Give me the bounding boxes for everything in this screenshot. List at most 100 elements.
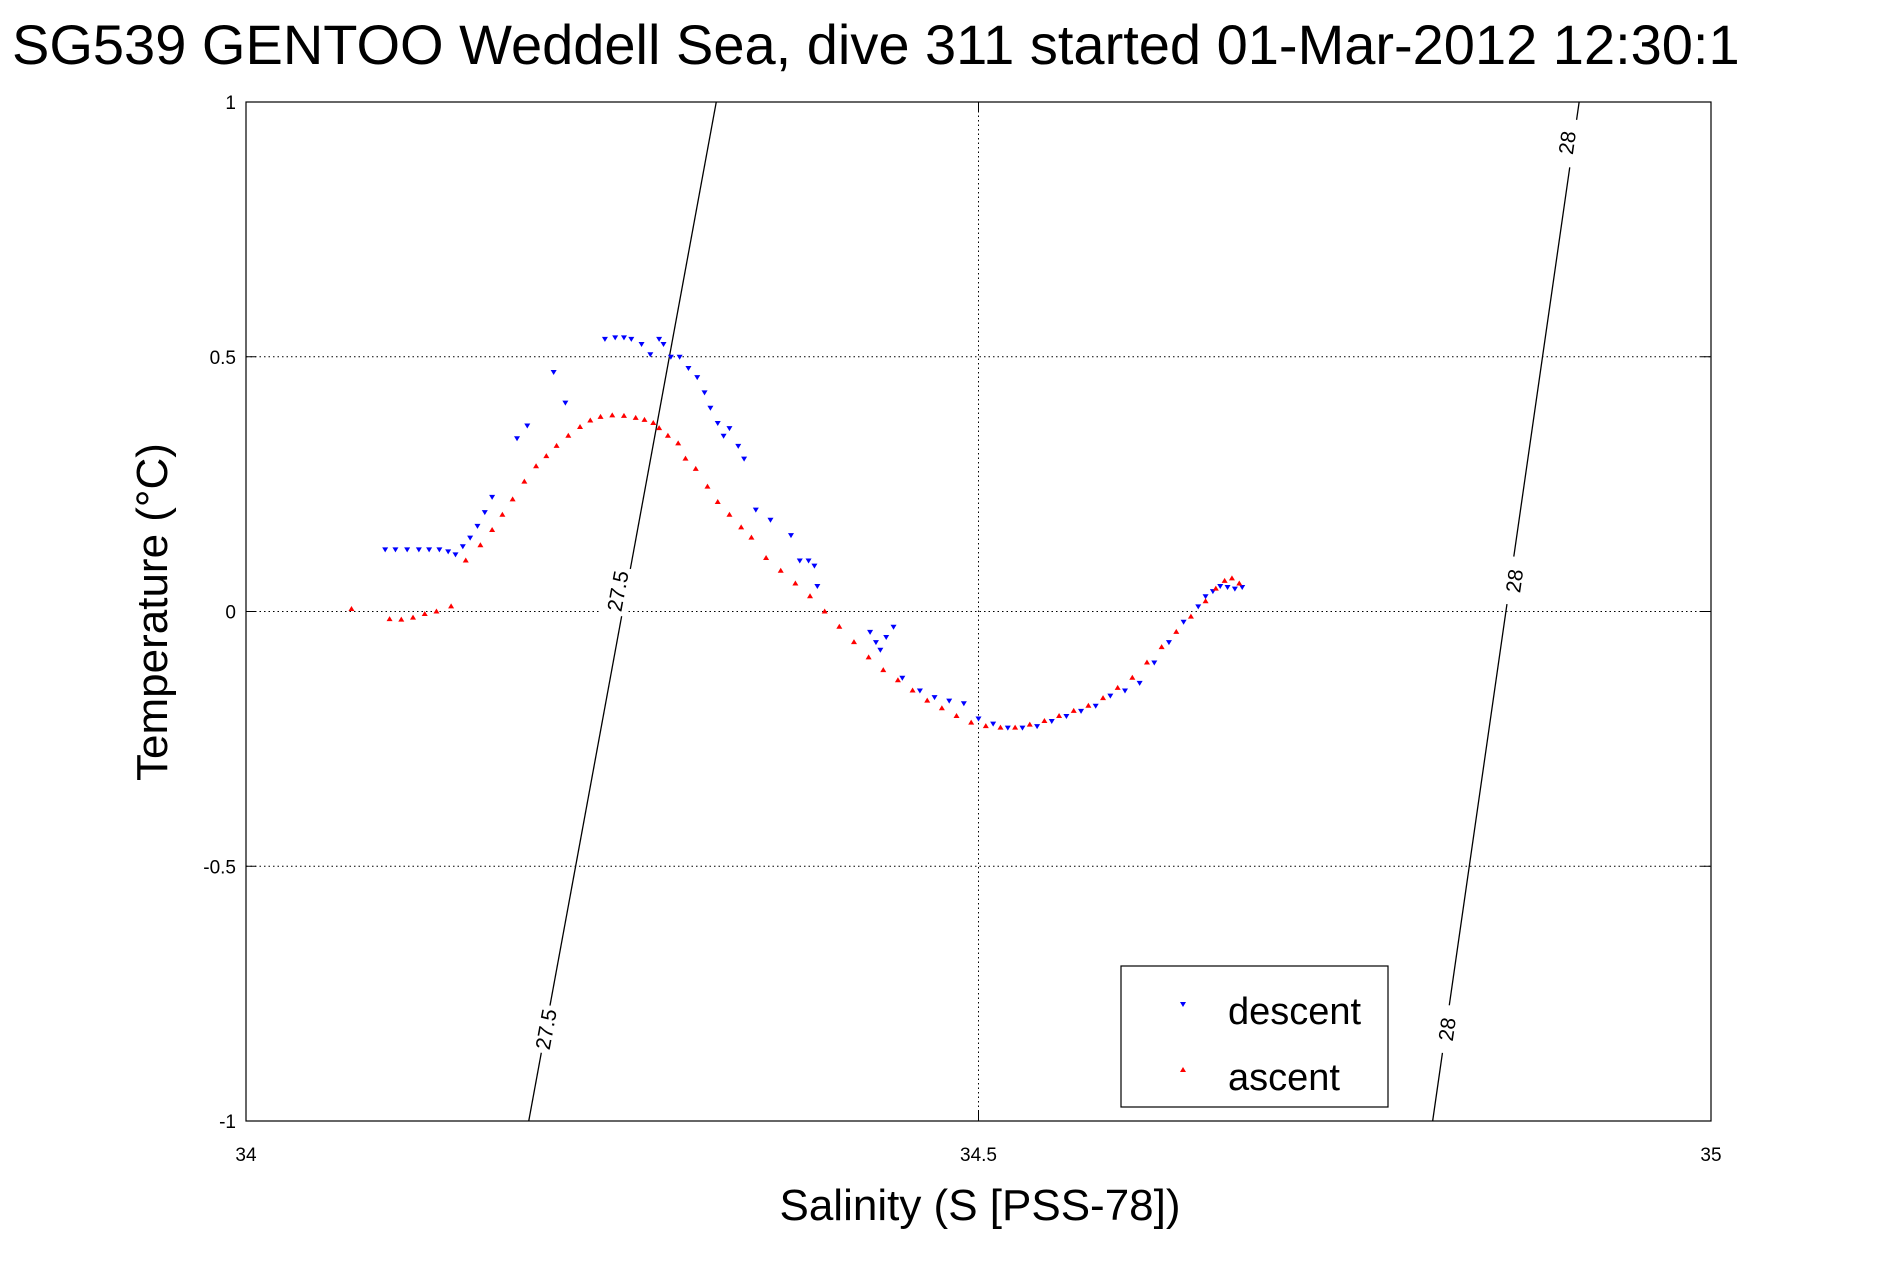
descent-point [867, 629, 874, 635]
ascent-point [909, 687, 916, 693]
ascent-point [738, 524, 745, 530]
legend-item-ascent: ascent [1180, 1057, 1340, 1099]
y-tick-label: 0.5 [210, 348, 236, 369]
descent-point [1019, 725, 1026, 731]
ascent-point [704, 483, 711, 489]
contour-label-28: 28 [1551, 117, 1584, 169]
descent-point [436, 547, 443, 553]
descent-point [707, 405, 714, 411]
descent-point [1122, 688, 1128, 694]
descent-point [1180, 619, 1187, 625]
ascent-point [348, 605, 355, 611]
y-tick-label: -1 [219, 1112, 236, 1133]
contour-label-bg [600, 565, 636, 618]
ascent-point [521, 478, 528, 484]
ascent-point [509, 496, 516, 502]
descent-point [899, 675, 906, 681]
ascent-point [807, 593, 814, 599]
ascent-point [410, 614, 417, 620]
descent-point [741, 456, 748, 462]
ascent-point [1041, 718, 1048, 724]
descent-point [1004, 725, 1011, 731]
ascent-point [1228, 575, 1235, 581]
ascent-point [726, 511, 733, 517]
ascent-point [553, 442, 560, 448]
ascent-point [692, 465, 699, 471]
ascent-point [448, 603, 455, 609]
y-axis-ticks: -1 -0.5 0 0.5 1 [203, 93, 1711, 1133]
descent-point [612, 335, 619, 341]
descent-point [667, 354, 674, 360]
descent-point [796, 558, 803, 564]
descent-point [620, 335, 627, 341]
ascent-point [543, 453, 550, 459]
descent-point [890, 624, 897, 630]
descent-point [1034, 724, 1041, 730]
ascent-point [1100, 695, 1107, 701]
ascent-point [650, 419, 657, 425]
ascent-point [880, 667, 887, 673]
descent-point [1092, 703, 1099, 709]
descent-point [660, 342, 667, 348]
descent-point [1231, 586, 1238, 592]
y-tick-label: 0 [225, 603, 236, 624]
descent-point [714, 420, 721, 426]
ascent-point [1143, 659, 1150, 665]
ascent-point [641, 416, 648, 422]
ascent-point [386, 616, 393, 622]
descent-point [1063, 713, 1070, 719]
ascent-point [982, 723, 989, 729]
ascent-point [938, 705, 945, 711]
legend-box [1120, 965, 1389, 1108]
contour-line-28 [1432, 101, 1580, 1122]
legend-label-ascent: ascent [1228, 1057, 1340, 1099]
ascent-point [968, 719, 975, 725]
descent-point [916, 688, 923, 694]
descent-point [452, 552, 459, 558]
descent-point [638, 342, 645, 348]
descent-point [474, 523, 481, 529]
y-tick-label: -0.5 [203, 857, 236, 878]
ascent-point [1187, 613, 1194, 619]
series-ascent [348, 412, 1243, 730]
ascent-point [499, 511, 506, 517]
descent-point [601, 336, 608, 342]
legend-marker-descent [1180, 1002, 1186, 1007]
ascent-point [533, 463, 540, 469]
ascent-point [1236, 580, 1243, 586]
ascent-point [777, 567, 784, 573]
series-descent [382, 335, 1246, 731]
ascent-point [1212, 585, 1219, 591]
data-series [348, 335, 1246, 731]
ascent-point [1158, 644, 1165, 650]
x-tick-label: 34 [235, 1145, 257, 1166]
contour-label-28: 28 [1498, 555, 1531, 607]
ascent-point [1114, 684, 1121, 690]
descent-point [735, 443, 742, 449]
ascent-point [924, 697, 931, 703]
ascent-point [894, 677, 901, 683]
descent-point [1202, 594, 1209, 600]
ascent-point [565, 432, 572, 438]
ascent-point [865, 654, 872, 660]
contour-label-bg [1551, 117, 1584, 169]
descent-point [392, 547, 399, 553]
descent-point [990, 721, 997, 727]
descent-point [467, 535, 474, 541]
contour-label-bg [1431, 1003, 1464, 1055]
contour-label-bg [529, 1003, 564, 1056]
ascent-point [1026, 721, 1033, 727]
descent-point [960, 701, 967, 707]
x-tick-label: 35 [1700, 1145, 1721, 1166]
legend-item-descent: descent [1180, 991, 1362, 1033]
ascent-point [1202, 598, 1209, 604]
ascent-point [763, 555, 770, 561]
ascent-point [836, 623, 843, 629]
descent-point [1224, 585, 1231, 591]
descent-point [656, 336, 663, 342]
descent-point [514, 436, 521, 442]
descent-point [550, 370, 557, 376]
ascent-point [421, 611, 428, 617]
